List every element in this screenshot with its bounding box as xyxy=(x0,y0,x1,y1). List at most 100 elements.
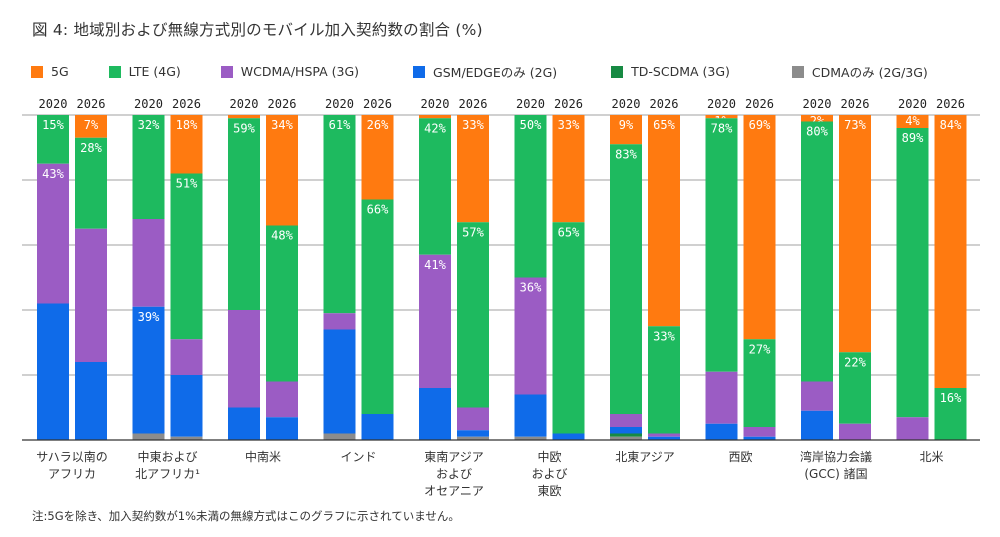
segment-label: 36% xyxy=(520,281,542,295)
year-label: 2020 xyxy=(421,97,450,111)
bar-segment xyxy=(610,427,642,434)
bar-segment xyxy=(552,115,585,223)
year-label: 2020 xyxy=(803,97,832,111)
category-label: 東欧 xyxy=(537,484,561,498)
category-label: 湾岸協力会議 xyxy=(800,449,872,464)
category-label: 中欧 xyxy=(537,449,561,464)
segment-label: 89% xyxy=(902,131,924,145)
category-label: 北東アジア xyxy=(615,450,675,464)
bar-segment xyxy=(132,306,165,434)
legend-swatch xyxy=(108,65,121,78)
year-label: 2020 xyxy=(898,97,927,111)
bar-segment xyxy=(743,436,776,440)
bar-segment xyxy=(75,228,107,362)
bar-segment xyxy=(457,436,489,440)
bar-segment xyxy=(705,115,738,119)
segment-label: 33% xyxy=(558,118,580,132)
category-label: オセアニア xyxy=(424,484,484,498)
segment-label: 66% xyxy=(367,203,389,217)
segment-label: 65% xyxy=(558,225,580,239)
segment-label: 69% xyxy=(749,118,771,132)
legend-label: CDMAのみ (2G/3G) xyxy=(811,65,928,80)
year-label: 2026 xyxy=(172,97,201,111)
legend-swatch xyxy=(791,65,804,78)
bar-segment xyxy=(75,115,107,138)
legend-item: WCDMA/HSPA (3G) xyxy=(220,64,360,79)
bar-segment xyxy=(514,115,547,278)
bar-segment xyxy=(228,115,260,119)
year-label: 2026 xyxy=(459,97,488,111)
segment-label: 18% xyxy=(176,118,198,132)
category-label: アフリカ xyxy=(48,467,96,481)
segment-label: 42% xyxy=(424,121,446,135)
bar-segment xyxy=(552,222,585,434)
bar-segment xyxy=(610,115,642,145)
legend-item: 5G xyxy=(31,64,69,79)
category-label: 西欧 xyxy=(728,450,752,464)
bar-segment xyxy=(648,436,680,440)
bar-segment xyxy=(648,115,680,327)
segment-label: 83% xyxy=(615,147,637,161)
bar-segment xyxy=(743,115,776,340)
bar-segment xyxy=(132,433,165,440)
bar-segment xyxy=(648,326,680,434)
bar-segment xyxy=(934,388,967,440)
legend-item: CDMAのみ (2G/3G) xyxy=(791,62,928,81)
bar-segment xyxy=(323,329,356,434)
legend-label: GSM/EDGEのみ (2G) xyxy=(433,65,558,80)
segment-label: 9% xyxy=(619,118,634,132)
segment-label: 73% xyxy=(844,118,866,132)
bar-segment xyxy=(323,115,356,314)
bar-segment xyxy=(514,394,547,437)
bar-segment xyxy=(132,115,165,219)
category-label: および xyxy=(531,467,567,481)
bar-segment xyxy=(170,436,203,440)
bar-segment xyxy=(170,115,203,174)
segment-label: 26% xyxy=(367,118,389,132)
segment-label: 84% xyxy=(940,118,962,132)
legend: 5G LTE (4G) WCDMA/HSPA (3G) GSM/EDGEのみ (2G)… xyxy=(31,62,928,81)
year-label: 2020 xyxy=(230,97,259,111)
bar-segment xyxy=(419,115,451,119)
bar-segment xyxy=(514,277,547,395)
bar-segment xyxy=(896,417,929,440)
bar-segment xyxy=(648,433,680,437)
category-label: 北米 xyxy=(919,450,943,464)
legend-item: TD-SCDMA (3G) xyxy=(611,64,730,79)
bar-segment xyxy=(228,310,260,408)
bar-segment xyxy=(610,433,642,437)
year-label: 2020 xyxy=(134,97,163,111)
year-label: 2026 xyxy=(936,97,965,111)
year-label: 2026 xyxy=(745,97,774,111)
category-label: 中東および xyxy=(137,449,197,464)
bar-segment xyxy=(75,362,107,440)
bar-segment xyxy=(419,118,451,255)
segment-label: 16% xyxy=(940,391,962,405)
segment-label: 59% xyxy=(233,121,255,135)
category-label: 北アフリカ¹ xyxy=(135,467,200,481)
bar-segment xyxy=(323,433,356,440)
bar-segment xyxy=(170,339,203,375)
year-label: 2026 xyxy=(77,97,106,111)
bar-segment xyxy=(132,219,165,307)
segment-label: 50% xyxy=(520,118,542,132)
legend-label: WCDMA/HSPA (3G) xyxy=(240,64,360,79)
bar-segment xyxy=(839,423,871,440)
year-label: 2026 xyxy=(841,97,870,111)
legend-swatch xyxy=(220,65,233,78)
bar-segment xyxy=(266,417,298,440)
segment-label: 22% xyxy=(844,355,866,369)
bar-segment xyxy=(610,144,642,414)
segment-label: 34% xyxy=(271,118,293,132)
bar-segment xyxy=(37,163,69,304)
segment-label: 39% xyxy=(138,310,160,324)
bar-segment xyxy=(323,313,356,330)
category-label: (GCC) 諸国 xyxy=(804,466,867,481)
bar-segment xyxy=(266,115,298,226)
legend-label: LTE (4G) xyxy=(128,64,181,79)
bar-segment xyxy=(610,414,642,427)
bar-segment xyxy=(705,371,738,424)
year-label: 2026 xyxy=(650,97,679,111)
segment-label: 57% xyxy=(462,225,484,239)
